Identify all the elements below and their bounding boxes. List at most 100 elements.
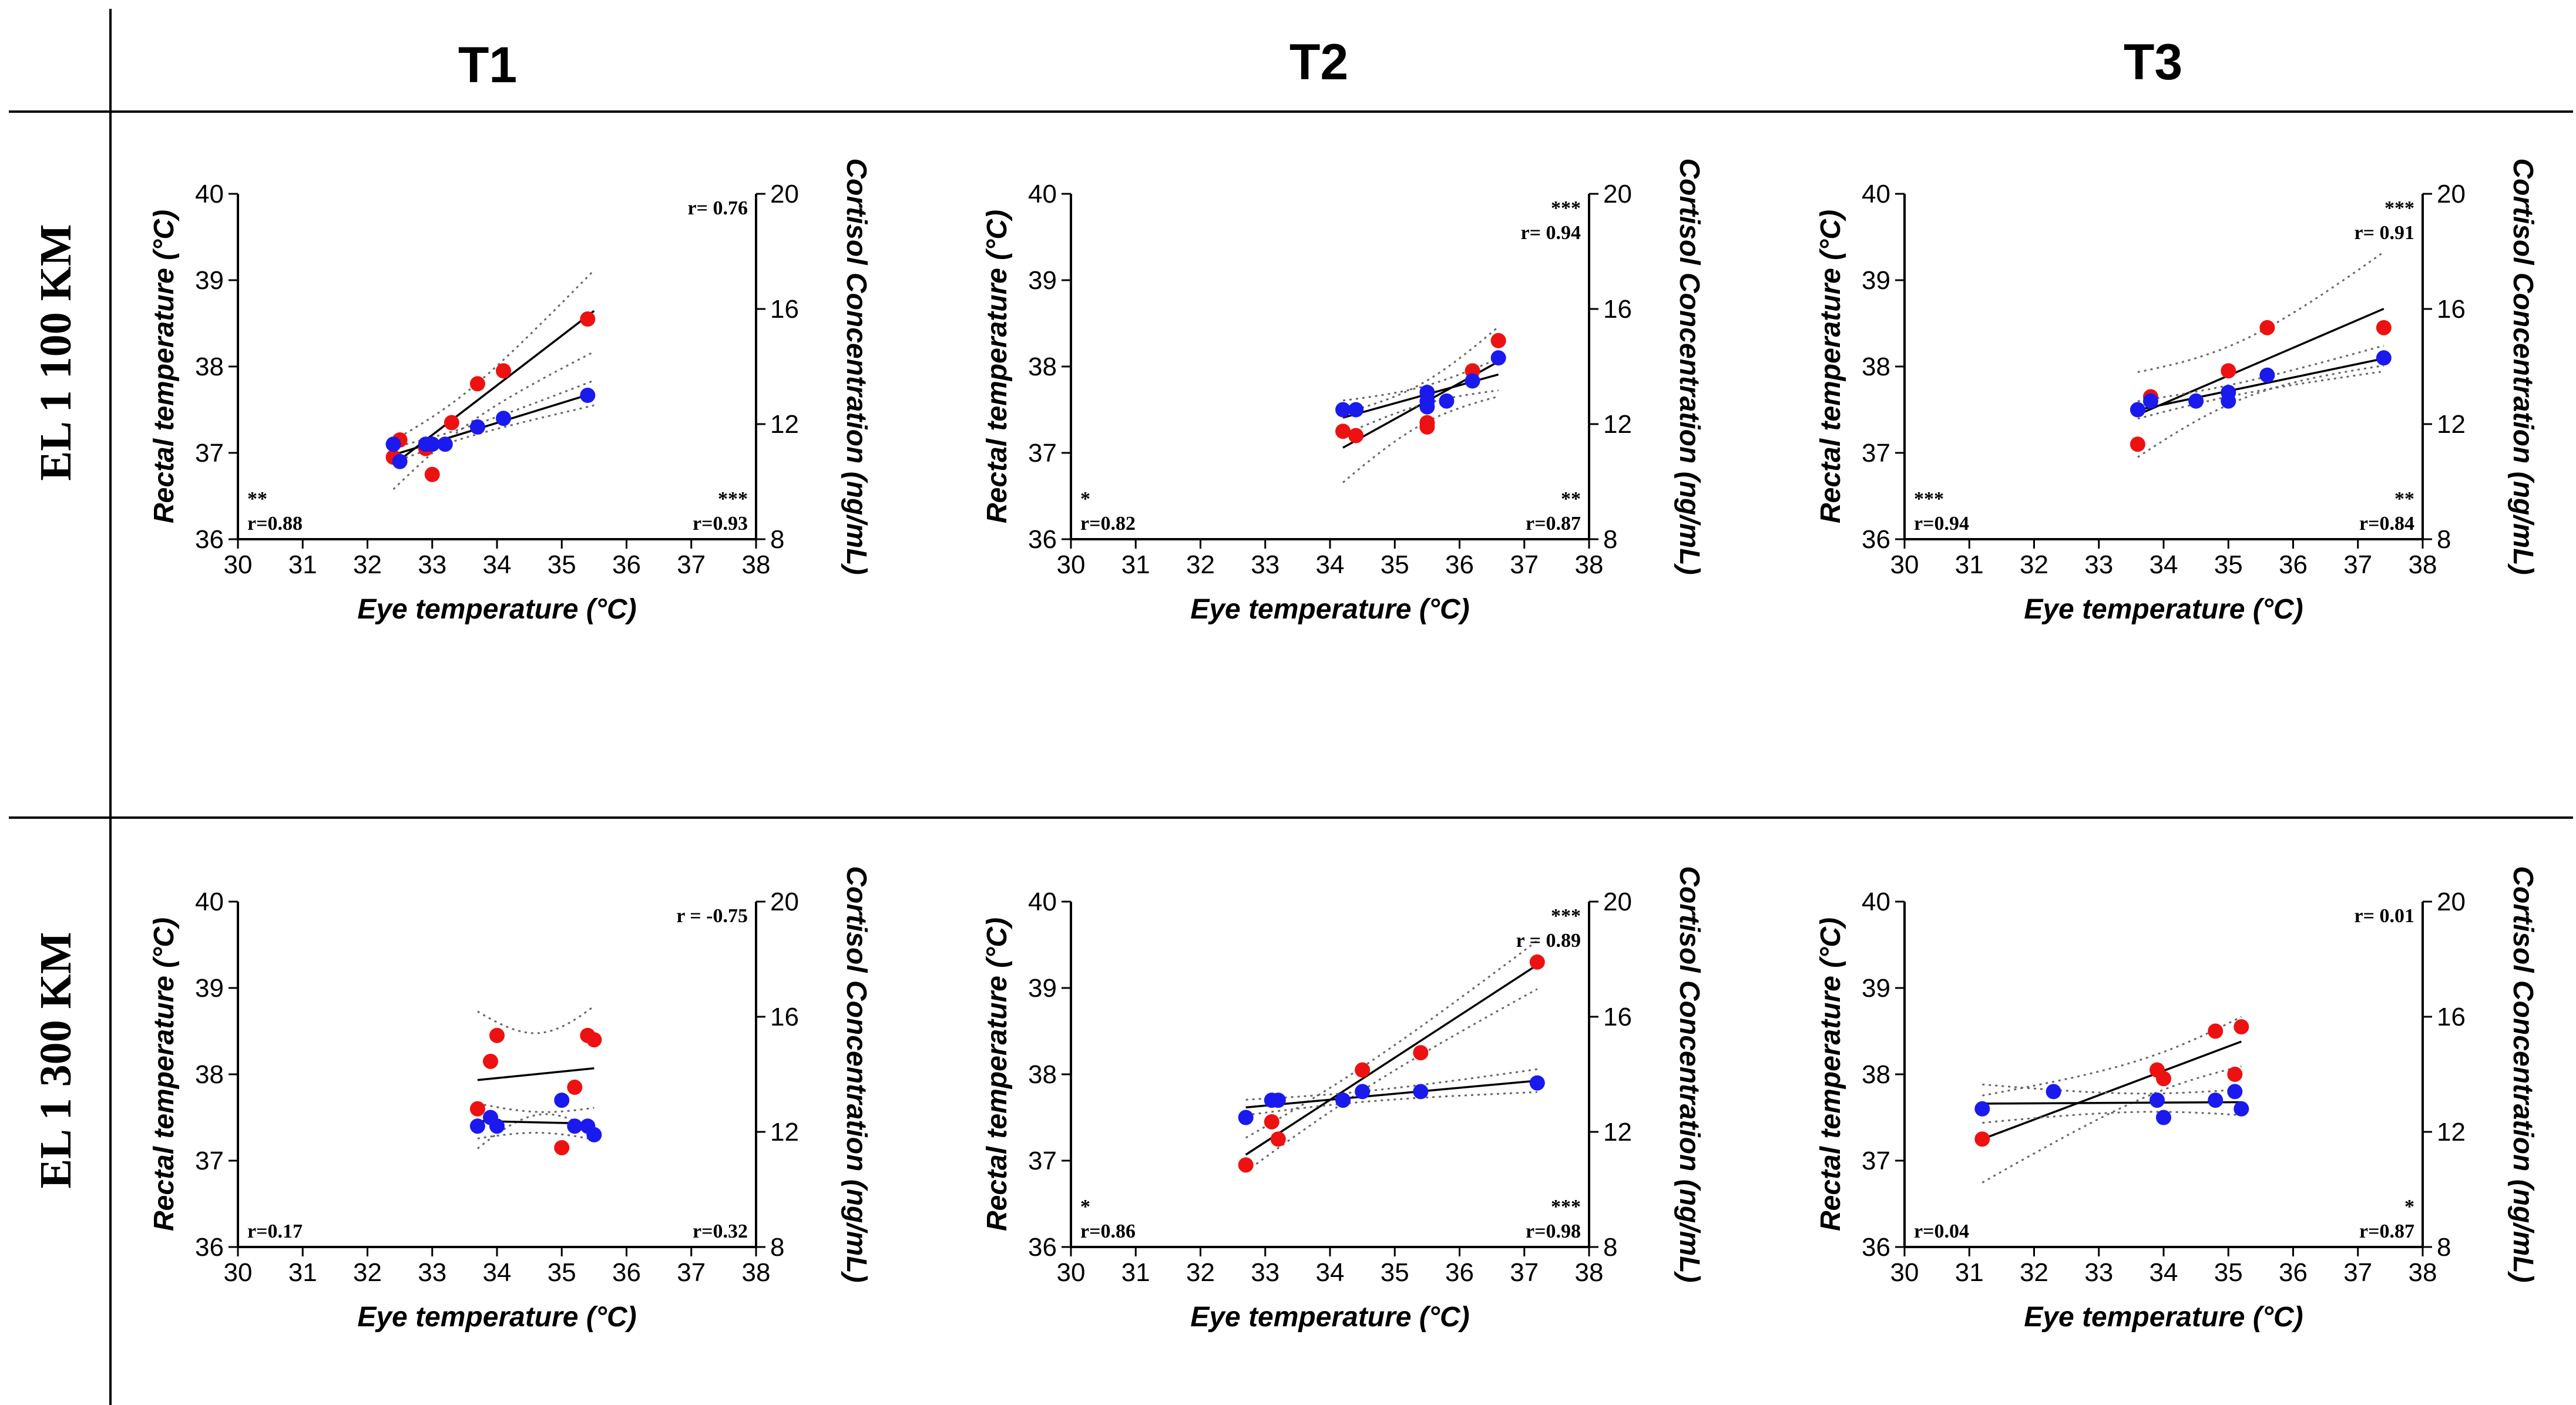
x-tick-label: 36 [612, 1258, 641, 1287]
cortisol-point [2046, 1084, 2061, 1100]
annotation-bottom-right: r=0.84 [2359, 513, 2414, 535]
rectal-point [2221, 363, 2236, 379]
confidence-band-lower [1982, 1111, 2242, 1124]
x-axis-title: Eye temperature (°C) [2024, 1302, 2303, 1333]
x-tick-label: 33 [418, 1258, 446, 1287]
x-tick-label: 38 [742, 1258, 771, 1287]
x-tick-label: 35 [2214, 550, 2243, 579]
x-axis-title: Eye temperature (°C) [1190, 1302, 1469, 1333]
rectal-point [424, 466, 440, 482]
y-tick-label: 36 [1862, 525, 1890, 554]
x-tick-label: 34 [1316, 550, 1345, 579]
column-header-t2: T2 [1289, 34, 1348, 90]
cortisol-point [580, 388, 596, 403]
cortisol-point [1529, 1075, 1545, 1091]
rectal-point [489, 1027, 505, 1043]
cortisol-point [1348, 402, 1364, 418]
y-tick-label: 40 [195, 180, 224, 209]
rectal-point [1335, 423, 1351, 439]
rectal-point [580, 311, 596, 327]
confidence-band-lower [392, 351, 595, 490]
x-tick-label: 33 [1251, 550, 1279, 579]
annotation-top-right: r = 0.89 [1516, 930, 1581, 952]
cortisol-point [2188, 393, 2204, 409]
x-tick-label: 38 [742, 550, 771, 579]
y2-tick-label: 20 [770, 180, 799, 209]
confidence-band-lower [2137, 364, 2384, 458]
regression-line [1981, 1040, 2242, 1140]
rectal-point [2234, 1019, 2249, 1035]
cortisol-point [2130, 402, 2145, 418]
x-tick-label: 38 [2409, 550, 2437, 579]
y2-axis-title: Cortisol Concentration (ng/mL) [2507, 158, 2538, 574]
x-tick-label: 35 [548, 550, 576, 579]
y-tick-label: 38 [195, 1060, 224, 1089]
y2-tick-label: 8 [770, 1233, 784, 1262]
x-tick-label: 32 [353, 550, 382, 579]
y-tick-label: 40 [1028, 180, 1057, 209]
annotation-bottom-left: r=0.04 [1914, 1221, 1969, 1242]
x-tick-label: 32 [2020, 1258, 2048, 1287]
annotation-bottom-left: r=0.82 [1080, 513, 1136, 535]
confidence-band-upper [1245, 940, 1538, 1139]
annotation-bottom-right: ** [2394, 488, 2414, 510]
y-tick-label: 36 [1862, 1233, 1890, 1262]
rectal-point [2130, 436, 2145, 452]
rectal-point [2259, 320, 2275, 335]
y-tick-label: 36 [195, 525, 224, 554]
annotation-bottom-right: * [2404, 1196, 2414, 1218]
regression-line [1245, 964, 1538, 1156]
regression-line [2137, 308, 2384, 416]
annotation-top-right: *** [1551, 197, 1581, 219]
rectal-point [2376, 320, 2392, 335]
annotation-bottom-right: r=0.87 [1526, 513, 1581, 535]
y2-tick-label: 20 [1603, 180, 1632, 209]
annotation-bottom-left: *** [1914, 488, 1944, 510]
cortisol-point [1490, 350, 1506, 366]
y2-tick-label: 20 [2437, 888, 2466, 916]
y2-tick-label: 16 [1603, 295, 1632, 324]
cortisol-point [1465, 373, 1480, 389]
x-tick-label: 38 [2409, 1258, 2437, 1287]
y-tick-label: 40 [1862, 180, 1890, 209]
x-axis-title: Eye temperature (°C) [357, 594, 636, 625]
confidence-band-upper [477, 1005, 595, 1034]
regression-line [2137, 357, 2384, 411]
y2-tick-label: 16 [770, 1003, 799, 1031]
rectal-point [567, 1080, 583, 1095]
annotation-bottom-left: * [1080, 488, 1090, 510]
cortisol-point [437, 436, 453, 452]
y-tick-label: 40 [1862, 888, 1890, 916]
chart-panel-3: 30 31 32 33 34 35 36 37 38 36 37 38 39 40 8 12 16 20 Eye t… [1815, 158, 2538, 625]
cortisol-point [496, 411, 512, 426]
y-tick-label: 37 [1028, 1147, 1057, 1175]
annotation-bottom-left: r=0.86 [1080, 1221, 1136, 1242]
y2-tick-label: 12 [770, 410, 799, 439]
y2-tick-label: 8 [2437, 525, 2451, 554]
x-tick-label: 34 [483, 550, 512, 579]
y2-tick-label: 20 [770, 888, 799, 916]
column-header-t3: T3 [2124, 34, 2182, 90]
x-tick-label: 38 [1575, 1258, 1604, 1287]
x-tick-label: 37 [677, 1258, 706, 1287]
annotation-top-right: r= 0.01 [2355, 905, 2414, 927]
annotation-top-right: *** [1551, 905, 1581, 927]
rectal-point [1419, 415, 1435, 431]
regression-line [1245, 1080, 1537, 1109]
cortisol-point [2142, 393, 2158, 409]
row-header-el1-100km: EL 1 100 KM [31, 224, 80, 480]
x-tick-label: 35 [1381, 550, 1409, 579]
y-tick-label: 38 [1862, 352, 1890, 381]
y-tick-label: 37 [1862, 1147, 1890, 1175]
rectal-point [482, 1053, 498, 1069]
x-tick-label: 31 [288, 1258, 317, 1287]
x-tick-label: 32 [2020, 550, 2048, 579]
y2-tick-label: 8 [770, 525, 784, 554]
rectal-point [1238, 1157, 1254, 1173]
rectal-point [2227, 1067, 2243, 1082]
rectal-point [444, 415, 459, 431]
rectal-point [1348, 428, 1364, 443]
x-axis-title: Eye temperature (°C) [357, 1302, 636, 1333]
x-tick-label: 36 [1445, 1258, 1474, 1287]
annotation-bottom-right: r=0.93 [693, 513, 748, 535]
